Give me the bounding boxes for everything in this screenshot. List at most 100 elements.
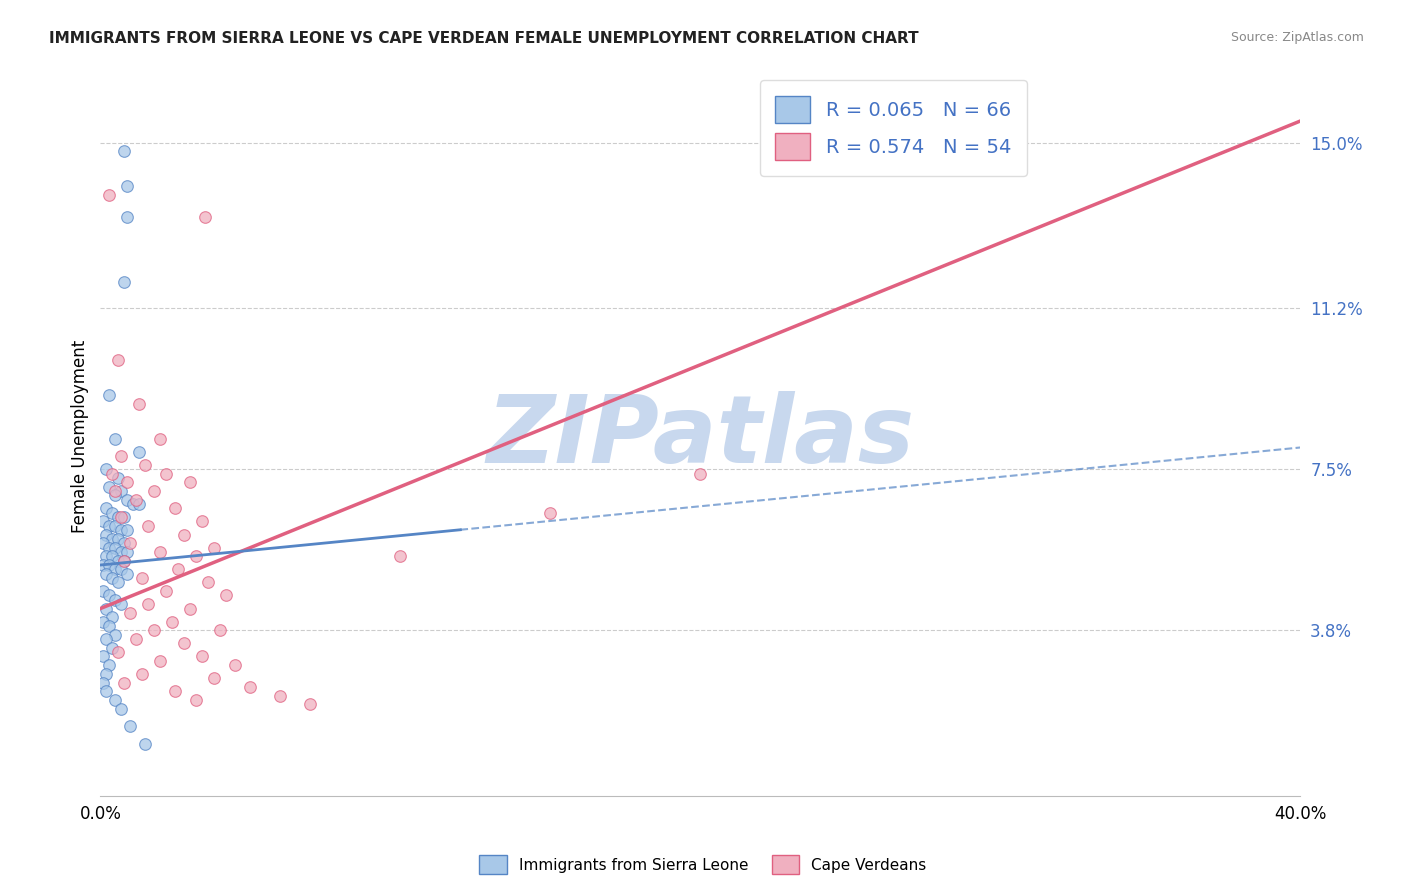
Point — [110, 545, 132, 559]
Point — [104, 541, 127, 555]
Point — [104, 488, 127, 502]
Point — [93, 584, 115, 599]
Point — [96, 501, 118, 516]
Point — [104, 519, 127, 533]
Point — [98, 519, 121, 533]
Point — [239, 680, 262, 694]
Point — [202, 671, 225, 685]
Point — [104, 432, 127, 446]
Point — [389, 549, 412, 564]
Point — [112, 510, 135, 524]
Point — [98, 541, 121, 555]
Point — [269, 689, 291, 703]
Point — [134, 737, 156, 751]
Point — [101, 549, 124, 564]
Point — [107, 510, 129, 524]
Point — [155, 584, 177, 599]
Point — [134, 458, 156, 472]
Point — [98, 558, 121, 572]
Point — [101, 506, 124, 520]
Point — [96, 527, 118, 541]
Point — [96, 462, 118, 476]
Point — [101, 571, 124, 585]
Point — [96, 684, 118, 698]
Point — [110, 449, 132, 463]
Point — [143, 483, 166, 498]
Point — [107, 645, 129, 659]
Point — [93, 615, 115, 629]
Point — [110, 701, 132, 715]
Point — [107, 353, 129, 368]
Point — [179, 601, 201, 615]
Point — [138, 597, 160, 611]
Point — [149, 545, 172, 559]
Point — [117, 475, 139, 490]
Point — [112, 554, 135, 568]
Point — [155, 467, 177, 481]
Point — [112, 554, 135, 568]
Point — [96, 632, 118, 646]
Point — [299, 698, 322, 712]
Point — [117, 179, 139, 194]
Point — [191, 649, 214, 664]
Point — [110, 510, 132, 524]
Point — [538, 506, 561, 520]
Point — [120, 719, 142, 733]
Point — [110, 597, 132, 611]
Text: Source: ZipAtlas.com: Source: ZipAtlas.com — [1230, 31, 1364, 45]
Point — [110, 562, 132, 576]
Point — [194, 210, 217, 224]
Point — [138, 519, 160, 533]
Point — [120, 606, 142, 620]
Point — [209, 624, 232, 638]
Point — [98, 589, 121, 603]
Point — [191, 515, 214, 529]
Point — [149, 432, 172, 446]
Point — [96, 549, 118, 564]
Point — [93, 536, 115, 550]
Legend: Immigrants from Sierra Leone, Cape Verdeans: Immigrants from Sierra Leone, Cape Verde… — [474, 849, 932, 880]
Point — [93, 515, 115, 529]
Point — [98, 188, 121, 202]
Point — [197, 575, 219, 590]
Point — [120, 536, 142, 550]
Point — [107, 554, 129, 568]
Point — [186, 693, 208, 707]
Point — [112, 145, 135, 159]
Point — [93, 675, 115, 690]
Point — [107, 471, 129, 485]
Point — [162, 615, 184, 629]
Point — [117, 210, 139, 224]
Point — [104, 693, 127, 707]
Point — [93, 558, 115, 572]
Point — [101, 640, 124, 655]
Point — [689, 467, 711, 481]
Point — [131, 571, 153, 585]
Point — [107, 575, 129, 590]
Point — [104, 483, 127, 498]
Point — [96, 566, 118, 581]
Point — [93, 649, 115, 664]
Point — [173, 527, 195, 541]
Point — [122, 497, 145, 511]
Point — [112, 675, 135, 690]
Point — [101, 610, 124, 624]
Point — [96, 601, 118, 615]
Point — [143, 624, 166, 638]
Point — [117, 545, 139, 559]
Text: IMMIGRANTS FROM SIERRA LEONE VS CAPE VERDEAN FEMALE UNEMPLOYMENT CORRELATION CHA: IMMIGRANTS FROM SIERRA LEONE VS CAPE VER… — [49, 31, 920, 46]
Legend: R = 0.065   N = 66, R = 0.574   N = 54: R = 0.065 N = 66, R = 0.574 N = 54 — [759, 80, 1026, 176]
Point — [110, 523, 132, 537]
Point — [96, 666, 118, 681]
Point — [117, 566, 139, 581]
Point — [165, 501, 187, 516]
Point — [110, 483, 132, 498]
Point — [128, 397, 150, 411]
Point — [125, 492, 148, 507]
Point — [101, 467, 124, 481]
Point — [179, 475, 201, 490]
Point — [104, 592, 127, 607]
Point — [98, 388, 121, 402]
Point — [186, 549, 208, 564]
Point — [117, 492, 139, 507]
